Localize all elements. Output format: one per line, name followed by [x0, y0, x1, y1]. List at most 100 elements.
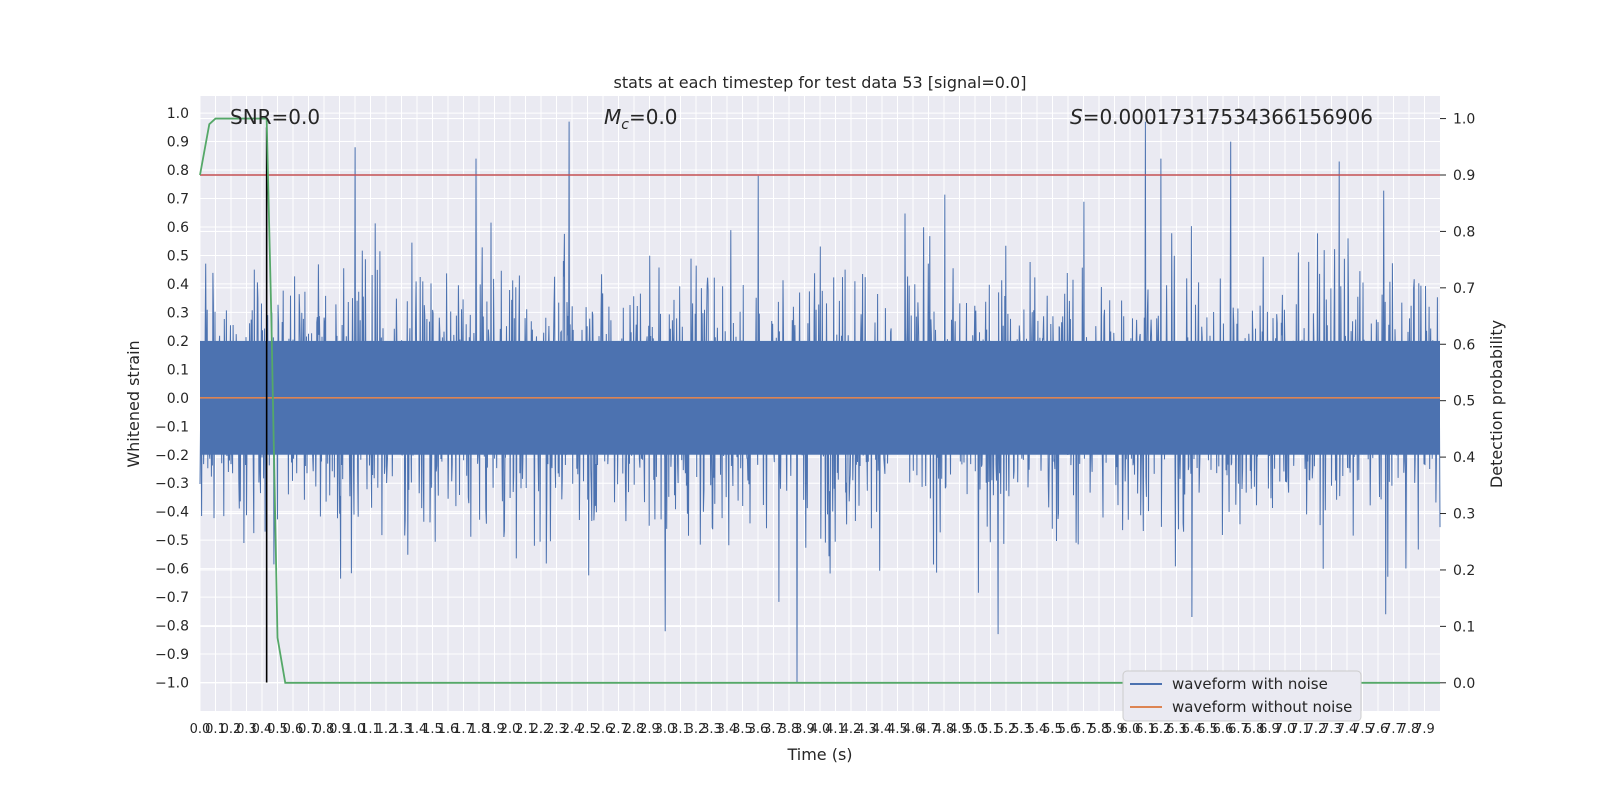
x-tick-label: 3.1 — [670, 722, 691, 737]
y-left-tick-label: 0.3 — [167, 305, 189, 321]
y-left-tick-label: −0.2 — [155, 448, 189, 464]
x-tick-label: 1.5 — [422, 722, 443, 737]
x-tick-label: 6.6 — [1213, 722, 1234, 737]
x-tick-label: 4.7 — [918, 722, 939, 737]
y-right-tick-label: 1.0 — [1453, 112, 1475, 128]
x-tick-label: 2.9 — [639, 722, 660, 737]
y-left-tick-label: 0.2 — [167, 334, 189, 350]
y-left-tick-label: −0.1 — [155, 419, 189, 435]
legend-box — [1122, 670, 1362, 722]
x-tick-label: 7.0 — [1275, 722, 1296, 737]
s-annotation: S=0.00017317534366156906 — [1070, 105, 1373, 129]
x-tick-label: 4.1 — [825, 722, 846, 737]
x-tick-label: 2.8 — [624, 722, 645, 737]
x-tick-label: 1.8 — [469, 722, 490, 737]
x-tick-label: 6.9 — [1259, 722, 1280, 737]
x-tick-label: 6.2 — [1151, 722, 1172, 737]
x-tick-label: 4.8 — [934, 722, 955, 737]
y-right-tick-label: 0.3 — [1453, 507, 1475, 523]
x-tick-label: 0.3 — [236, 722, 257, 737]
x-tick-label: 7.3 — [1321, 722, 1342, 737]
x-tick-label: 0.4 — [252, 722, 273, 737]
x-tick-label: 4.3 — [856, 722, 877, 737]
x-tick-label: 5.3 — [1011, 722, 1032, 737]
x-tick-label: 4.6 — [903, 722, 924, 737]
x-tick-label: 0.5 — [267, 722, 288, 737]
y-right-tick-labels: 0.0 0.1 0.2 0.3 0.4 0.5 0.6 0.7 0.8 0.9 1.0 — [1440, 112, 1475, 692]
y-left-tick-label: 0.0 — [167, 391, 189, 407]
y-left-tick-label: 0.7 — [167, 192, 189, 208]
y-left-tick-label: −0.6 — [155, 562, 189, 578]
x-tick-label: 0.1 — [205, 722, 226, 737]
mc-symbol: M — [604, 105, 621, 129]
y-left-tick-label: 0.8 — [167, 163, 189, 179]
x-tick-label: 2.7 — [608, 722, 629, 737]
y-left-tick-label: −0.8 — [155, 619, 189, 635]
x-tick-label: 1.9 — [484, 722, 505, 737]
x-tick-label: 3.6 — [748, 722, 769, 737]
mc-value: =0.0 — [629, 105, 678, 129]
x-tick-label: 1.1 — [360, 722, 381, 737]
y-right-tick-label: 0.0 — [1453, 676, 1475, 692]
snr-annotation: SNR=0.0 — [230, 105, 320, 129]
x-tick-label: 0.2 — [221, 722, 242, 737]
x-tick-label: 3.5 — [732, 722, 753, 737]
y-right-tick-label: 0.9 — [1453, 168, 1475, 184]
y-right-tick-label: 0.8 — [1453, 224, 1475, 240]
y-right-axis-label: Detection probability — [1487, 320, 1506, 488]
legend: waveform with noise waveform without noi… — [1122, 670, 1362, 722]
x-tick-label: 4.4 — [872, 722, 893, 737]
x-tick-label: 7.9 — [1414, 722, 1435, 737]
x-tick-label: 7.5 — [1352, 722, 1373, 737]
x-tick-label: 0.7 — [298, 722, 319, 737]
x-tick-label: 6.1 — [1135, 722, 1156, 737]
x-tick-label: 2.6 — [593, 722, 614, 737]
y-left-tick-label: −0.5 — [155, 533, 189, 549]
y-left-tick-label: 0.9 — [167, 135, 189, 151]
x-tick-label: 3.3 — [701, 722, 722, 737]
x-tick-label: 7.7 — [1383, 722, 1404, 737]
x-tick-label: 1.3 — [391, 722, 412, 737]
x-tick-label: 2.4 — [562, 722, 583, 737]
y-left-tick-labels: −1.0 −0.9 −0.8 −0.7 −0.6 −0.5 −0.4 −0.3 −0.2 −0.1… — [155, 106, 189, 691]
y-right-tick-label: 0.4 — [1453, 450, 1475, 466]
y-left-tick-label: −0.9 — [155, 647, 189, 663]
x-tick-label: 0.0 — [190, 722, 211, 737]
x-tick-label: 5.9 — [1104, 722, 1125, 737]
x-tick-label: 5.6 — [1058, 722, 1079, 737]
overlay-lines — [199, 117, 1440, 684]
x-tick-label: 2.1 — [515, 722, 536, 737]
legend-label-waveform-with-noise: waveform with noise — [1172, 675, 1328, 693]
x-tick-label: 2.2 — [531, 722, 552, 737]
x-tick-label: 6.4 — [1182, 722, 1203, 737]
y-left-tick-label: 0.6 — [167, 220, 189, 236]
x-tick-label: 2.0 — [500, 722, 521, 737]
mc-annotation: Mc=0.0 — [604, 105, 678, 133]
x-tick-label: 2.3 — [546, 722, 567, 737]
legend-label-waveform-without-noise: waveform without noise — [1172, 698, 1352, 716]
detection-probability-line — [199, 117, 1440, 684]
x-tick-label: 7.2 — [1306, 722, 1327, 737]
x-tick-label: 4.2 — [841, 722, 862, 737]
x-tick-label: 5.0 — [965, 722, 986, 737]
x-tick-label: 7.4 — [1337, 722, 1358, 737]
x-tick-label: 3.7 — [763, 722, 784, 737]
mc-subscript: c — [621, 117, 629, 133]
x-tick-label: 6.5 — [1197, 722, 1218, 737]
x-tick-label: 4.0 — [810, 722, 831, 737]
s-value: =0.00017317534366156906 — [1083, 105, 1373, 129]
x-axis-label: Time (s) — [786, 745, 852, 764]
x-tick-label: 0.9 — [329, 722, 350, 737]
x-tick-label: 5.8 — [1089, 722, 1110, 737]
y-right-tick-label: 0.2 — [1453, 563, 1475, 579]
x-tick-label: 6.3 — [1166, 722, 1187, 737]
x-tick-label: 5.7 — [1073, 722, 1094, 737]
y-left-axis-label: Whitened strain — [124, 340, 143, 467]
x-tick-label: 4.9 — [949, 722, 970, 737]
chart-title: stats at each timestep for test data 53 … — [614, 73, 1027, 92]
x-tick-label: 0.8 — [314, 722, 335, 737]
y-left-tick-label: −0.4 — [155, 505, 189, 521]
y-left-tick-label: −0.3 — [155, 476, 189, 492]
x-tick-label: 1.6 — [438, 722, 459, 737]
x-tick-label: 1.4 — [407, 722, 428, 737]
